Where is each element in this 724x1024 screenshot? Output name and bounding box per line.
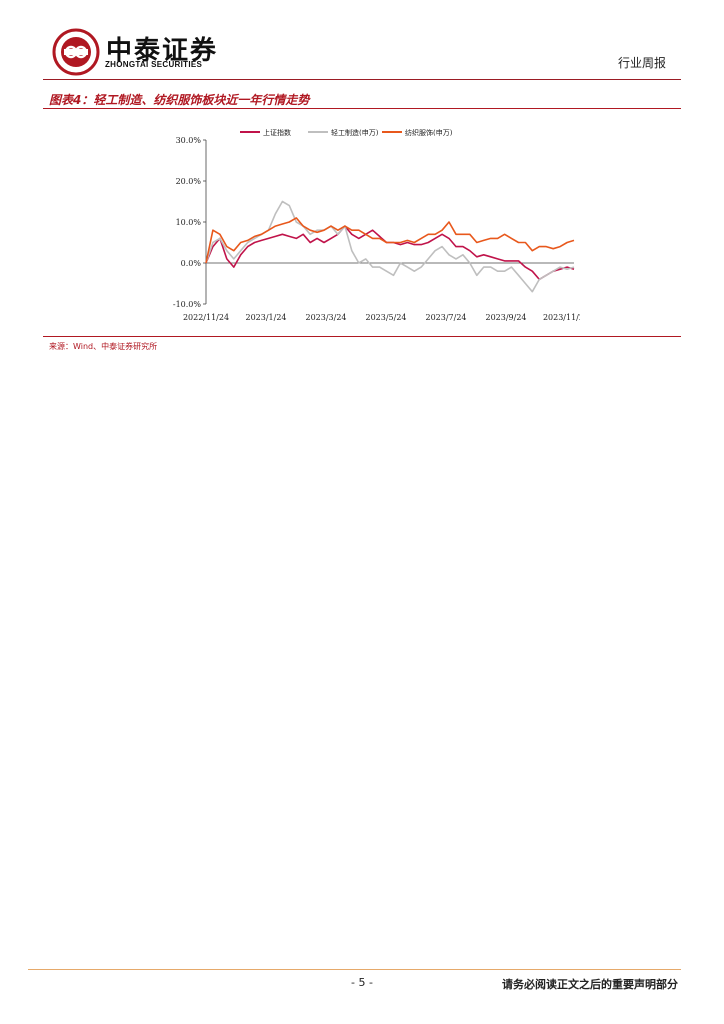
x-tick-label: 2023/3/24 bbox=[305, 313, 346, 322]
page-number: - 5 - bbox=[351, 976, 373, 989]
x-tick-label: 2022/11/24 bbox=[183, 313, 229, 322]
legend-label: 轻工制造(申万) bbox=[331, 128, 379, 137]
y-tick-label: 0.0% bbox=[181, 259, 202, 268]
y-tick-label: 10.0% bbox=[176, 218, 202, 227]
footer-divider bbox=[28, 969, 681, 970]
y-tick-label: 30.0% bbox=[176, 136, 202, 145]
x-tick-label: 2023/7/24 bbox=[425, 313, 466, 322]
y-axis: 30.0% 20.0% 10.0% 0.0% -10.0% bbox=[173, 136, 207, 309]
x-tick-label: 2023/5/24 bbox=[365, 313, 406, 322]
header-divider bbox=[43, 79, 681, 80]
chart-series bbox=[205, 200, 575, 293]
chart-legend: 上证指数 轻工制造(申万) 纺织服饰(申万) bbox=[240, 128, 453, 137]
y-tick-label: -10.0% bbox=[173, 300, 202, 309]
report-type-label: 行业周报 bbox=[617, 56, 666, 70]
company-name-cn: 中泰证券 bbox=[106, 36, 219, 66]
series-line-2 bbox=[205, 200, 575, 293]
figure-top-rule bbox=[43, 108, 681, 109]
series-line-3 bbox=[205, 217, 575, 264]
zhongtai-logo-icon bbox=[52, 28, 100, 76]
x-tick-label: 2023/9/24 bbox=[485, 313, 526, 322]
company-name-en: ZHONGTAI SECURITIES bbox=[105, 60, 203, 69]
line-chart: 上证指数 轻工制造(申万) 纺织服饰(申万) 30.0% 20.0% 10.0% 0.0%… bbox=[173, 128, 580, 322]
y-tick-label: 20.0% bbox=[176, 177, 202, 186]
x-axis: 2022/11/24 2023/1/24 2023/3/24 2023/5/24 202… bbox=[183, 262, 580, 322]
x-tick-label: 2023/11/24 bbox=[543, 313, 580, 322]
legend-label: 纺织服饰(申万) bbox=[405, 128, 453, 137]
figure-source: 来源：Wind、中泰证券研究所 bbox=[49, 342, 158, 351]
footer-disclaimer: 请务必阅读正文之后的重要声明部分 bbox=[502, 978, 678, 991]
figure-title: 图表4：轻工制造、纺织服饰板块近一年行情走势 bbox=[49, 93, 310, 107]
legend-label: 上证指数 bbox=[263, 128, 291, 137]
figure-bottom-rule bbox=[43, 336, 681, 337]
x-tick-label: 2023/1/24 bbox=[245, 313, 286, 322]
